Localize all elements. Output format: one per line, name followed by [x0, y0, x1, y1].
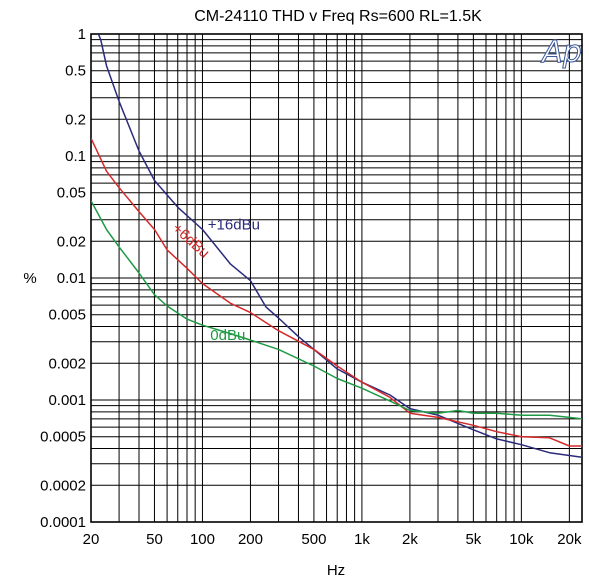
series-line-6dBu [91, 137, 582, 447]
y-tick-label: 0.0002 [40, 477, 86, 494]
plot-border [90, 33, 583, 523]
y-tick-labels: 1 0.5 0.2 0.1 0.05 0.02 0.01 0.005 0.002 0.001 0.0… [40, 26, 86, 531]
ap-logo-text: Ap [540, 35, 582, 70]
series-annotation: 0dBu [210, 327, 245, 344]
series-annotation: +6dBu [169, 220, 213, 262]
y-tick-label: 0.0005 [40, 429, 86, 446]
grid [90, 33, 582, 523]
x-tick-label: 2k [402, 531, 418, 548]
y-tick-label: 0.5 [65, 63, 86, 80]
x-tick-label: 20k [557, 531, 582, 548]
y-tick-label: 0.001 [48, 392, 86, 409]
x-axis-label: Hz [327, 562, 345, 579]
series-line-16dBu [97, 34, 582, 458]
y-tick-label: 0.05 [57, 185, 86, 202]
x-tick-label: 10k [509, 531, 534, 548]
y-tick-label: 0.2 [65, 111, 86, 128]
y-tick-label: 0.0001 [40, 514, 86, 531]
x-tick-label: 500 [301, 531, 326, 548]
y-tick-label: 1 [78, 26, 86, 43]
y-tick-label: 0.01 [57, 270, 86, 287]
series-line-0dBu [91, 200, 582, 420]
y-tick-label: 0.005 [48, 307, 86, 324]
ap-logo: Ap [540, 35, 583, 71]
x-tick-label: 200 [238, 531, 263, 548]
series-annotations: +16dBu+6dBu 0dBu [169, 216, 260, 344]
series-annotation: +16dBu [208, 216, 260, 233]
y-tick-label: 0.1 [65, 148, 86, 165]
y-tick-label: 0.02 [57, 233, 86, 250]
x-tick-label: 1k [354, 531, 370, 548]
series-layer [91, 34, 582, 458]
x-tick-labels: 20 50 100 200 500 1k 2k 5k 10k 20k [83, 531, 582, 548]
y-axis-label: % [23, 270, 36, 287]
y-tick-label: 0.002 [48, 355, 86, 372]
x-tick-label: 100 [190, 531, 215, 548]
x-tick-label: 20 [83, 531, 100, 548]
x-tick-label: 50 [146, 531, 163, 548]
x-tick-label: 5k [465, 531, 481, 548]
chart-title: CM-24110 THD v Freq Rs=600 RL=1.5K [194, 8, 482, 25]
